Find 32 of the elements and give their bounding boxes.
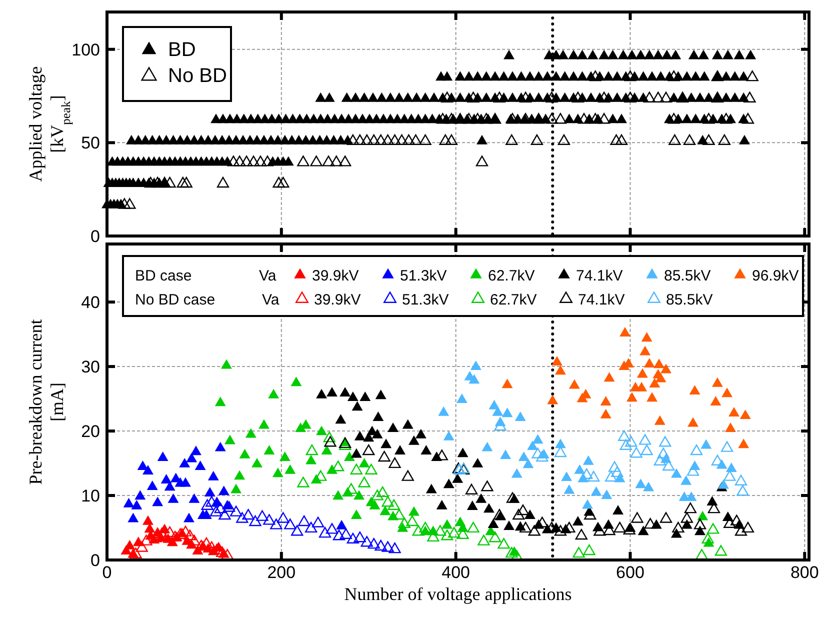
legend-label: 74.1kV — [576, 267, 623, 284]
y-tick-label: 10 — [81, 486, 100, 506]
legend-label: 39.9kV — [312, 267, 359, 284]
legend-label: 39.9kV — [314, 291, 361, 308]
legend-label: 62.7kV — [490, 291, 537, 308]
legend-label: 51.3kV — [402, 291, 449, 308]
y-tick-label: 50 — [81, 134, 100, 153]
y-tick-label: 100 — [72, 40, 100, 60]
x-tick-label: 0 — [102, 563, 112, 582]
annotation: Va — [259, 267, 277, 284]
legend-label: 62.7kV — [488, 267, 535, 284]
x-tick-label: 600 — [616, 563, 644, 582]
legend-label: BD — [168, 39, 196, 61]
x-axis-title: Number of voltage applications — [344, 584, 572, 604]
y-tick-label: 30 — [81, 357, 100, 376]
legend-label: 85.5kV — [664, 267, 711, 284]
annotation: No BD case — [135, 291, 216, 308]
x-tick-label: 200 — [267, 563, 296, 582]
legend-label: 74.1kV — [578, 291, 625, 308]
x-tick-label: 800 — [790, 563, 819, 582]
legend-label: 85.5kV — [666, 291, 713, 308]
y-tick-label: 0 — [90, 550, 100, 570]
y-tick-label: 40 — [81, 292, 100, 312]
y-tick-label: 20 — [81, 422, 100, 441]
legend-label: 51.3kV — [400, 267, 447, 284]
legend-label: No BD — [168, 65, 227, 87]
y-axis-title: Pre-breakdown current [mA] — [25, 319, 67, 485]
annotation: BD case — [135, 267, 192, 284]
y-tick-label: 0 — [90, 226, 100, 246]
x-tick-label: 400 — [442, 563, 470, 582]
annotation: Va — [262, 291, 280, 308]
legend-label: 96.9kV — [752, 267, 799, 284]
